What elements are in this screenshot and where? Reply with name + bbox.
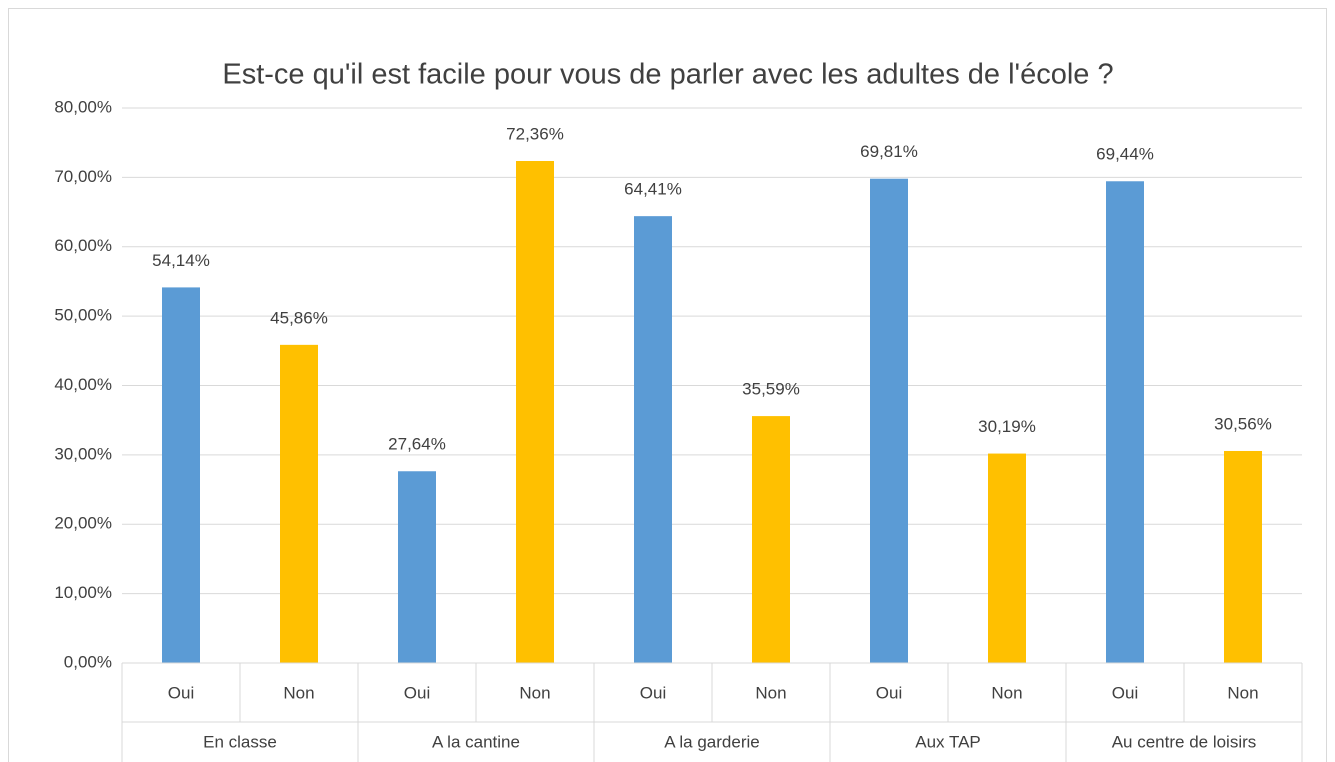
bar xyxy=(634,216,672,663)
y-tick-label: 30,00% xyxy=(54,444,112,463)
bar xyxy=(870,178,908,664)
y-tick-label: 50,00% xyxy=(54,306,112,325)
bar xyxy=(516,161,554,663)
data-label: 30,56% xyxy=(1214,414,1272,433)
bar xyxy=(988,453,1026,663)
data-label: 72,36% xyxy=(506,124,564,143)
data-label: 35,59% xyxy=(742,380,800,399)
group-label: En classe xyxy=(203,732,277,751)
group-label: Au centre de loisirs xyxy=(1112,732,1257,751)
data-label: 69,81% xyxy=(860,142,918,161)
x-tick-label: Oui xyxy=(168,683,194,702)
bar xyxy=(752,416,790,663)
data-label: 54,14% xyxy=(152,251,210,270)
y-tick-label: 10,00% xyxy=(54,583,112,602)
x-tick-label: Non xyxy=(1227,683,1258,702)
data-label: 45,86% xyxy=(270,308,328,327)
data-label: 64,41% xyxy=(624,180,682,199)
data-label: 69,44% xyxy=(1096,145,1154,164)
x-tick-label: Oui xyxy=(1112,683,1138,702)
group-label: A la garderie xyxy=(664,732,759,751)
x-tick-label: Non xyxy=(755,683,786,702)
y-tick-label: 70,00% xyxy=(54,167,112,186)
x-tick-label: Oui xyxy=(876,683,902,702)
bar xyxy=(280,344,318,663)
x-tick-label: Non xyxy=(283,683,314,702)
y-tick-label: 60,00% xyxy=(54,236,112,255)
chart-title: Est-ce qu'il est facile pour vous de par… xyxy=(222,59,1113,91)
x-tick-label: Non xyxy=(519,683,550,702)
y-tick-label: 80,00% xyxy=(54,97,112,116)
x-tick-label: Non xyxy=(991,683,1022,702)
group-label: Aux TAP xyxy=(915,732,981,751)
bar xyxy=(162,287,200,663)
x-tick-label: Oui xyxy=(404,683,430,702)
y-tick-label: 40,00% xyxy=(54,375,112,394)
bar xyxy=(398,471,436,663)
data-label: 27,64% xyxy=(388,435,446,454)
group-label: A la cantine xyxy=(432,732,520,751)
bar xyxy=(1224,450,1262,663)
x-tick-label: Oui xyxy=(640,683,666,702)
data-label: 30,19% xyxy=(978,417,1036,436)
y-tick-label: 0,00% xyxy=(64,652,112,671)
bar xyxy=(1106,181,1144,663)
y-tick-label: 20,00% xyxy=(54,514,112,533)
